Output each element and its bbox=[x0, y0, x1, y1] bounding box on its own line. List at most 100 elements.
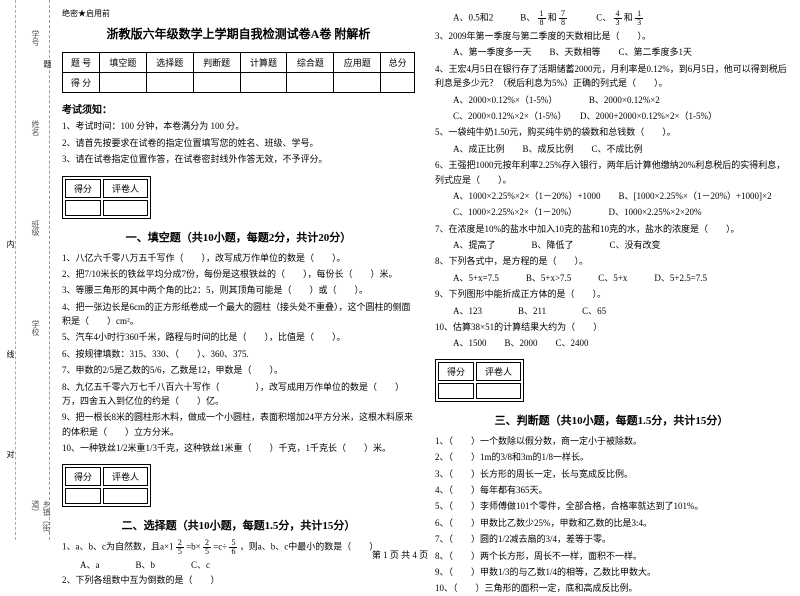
opt: A、0.5和2 B、 bbox=[453, 13, 535, 23]
section-2-title: 二、选择题（共10小题，每题1.5分，共计15分） bbox=[62, 517, 415, 533]
options: A、123 B、211 C、65 bbox=[435, 304, 788, 318]
options: A、2000×0.12%×（1-5%） B、2000×0.12%×2 bbox=[435, 93, 788, 107]
question: 7、（ ）圆的1/2减去扇的3/4，差等于零。 bbox=[435, 532, 788, 546]
question: 5、一袋纯牛奶1.50元，购买纯牛奶的袋数和总钱数（ ）。 bbox=[435, 125, 788, 139]
td bbox=[146, 73, 193, 93]
td: 评卷人 bbox=[103, 467, 148, 486]
question: 2、下列各组数中互为倒数的是（ ） bbox=[62, 573, 415, 587]
question: 2、（ ）1m的3/8和3m的1/8一样长。 bbox=[435, 450, 788, 464]
th: 应用题 bbox=[334, 53, 381, 73]
question: 7、甲数的2/5是乙数的5/6，乙数是12，甲数是（ ）。 bbox=[62, 363, 415, 377]
page-footer: 第 1 页 共 4 页 bbox=[0, 548, 800, 561]
side-label: 乡镇（街道） bbox=[30, 500, 52, 540]
question: 6、王强把1000元按年利率2.25%存入银行，两年后计算他缴纳20%利息税后的… bbox=[435, 158, 788, 187]
notice-title: 考试须知： bbox=[62, 101, 415, 116]
fraction: 78 bbox=[559, 10, 567, 27]
side-dash-word: 内 bbox=[5, 240, 16, 248]
question: 1、八亿六千零八万五千写作（ ），改写成万作单位的数是（ ）。 bbox=[62, 251, 415, 265]
question: 4、王宏4月5日在银行存了活期储蓄2000元，月利率是0.12%，到6月5日，他… bbox=[435, 62, 788, 91]
exam-title: 浙教版六年级数学上学期自我检测试卷A卷 附解析 bbox=[62, 25, 415, 42]
question: 9、下列图形中能折成正方体的是（ ）。 bbox=[435, 287, 788, 301]
td bbox=[287, 73, 334, 93]
dash-line bbox=[15, 0, 16, 540]
td bbox=[65, 200, 101, 216]
question: 6、按规律填数：315、330、（ ）、360、375. bbox=[62, 347, 415, 361]
question: 6、（ ）甲数比乙数少25%，甲数和乙数的比是3:4。 bbox=[435, 516, 788, 530]
options: C、2000×0.12%×2×（1-5%） D、2000+2000×0.12%×… bbox=[435, 109, 788, 123]
question: 10、估算38×51的计算结果大约为（ ） bbox=[435, 320, 788, 334]
binding-sidebar: 学号 姓名 班级 学校 乡镇（街道） 内 线 对 题 bbox=[0, 0, 50, 540]
td: 得 分 bbox=[63, 73, 100, 93]
td bbox=[99, 73, 146, 93]
opt: C、 bbox=[569, 13, 611, 23]
th: 题 号 bbox=[63, 53, 100, 73]
options: C、1000×2.25%×2×（1－20%） D、1000×2.25%×2×20… bbox=[435, 205, 788, 219]
options: A、0.5和2 B、 18 和 78 C、 43 和 13 bbox=[453, 10, 788, 27]
table-row: 得 分 bbox=[63, 73, 415, 93]
td bbox=[381, 73, 415, 93]
td bbox=[103, 488, 148, 504]
td bbox=[438, 383, 474, 399]
question: 8、九亿五千零六万七千八百六十写作（ ），改写成用万作单位的数是（ ）万，四舍五… bbox=[62, 380, 415, 409]
section-1-title: 一、填空题（共10小题，每题2分，共计20分） bbox=[62, 229, 415, 245]
question: 2、把7/10米长的铁丝平均分成7份，每份是这根铁丝的（ ），每份长（ ）米。 bbox=[62, 267, 415, 281]
td: 评卷人 bbox=[103, 179, 148, 198]
options: A、1500 B、2000 C、2400 bbox=[435, 336, 788, 350]
right-column: A、0.5和2 B、 18 和 78 C、 43 和 13 3、2009年第一季… bbox=[435, 8, 788, 540]
section-3-title: 三、判断题（共10小题，每题1.5分，共计15分） bbox=[435, 412, 788, 428]
options: A、5+x=7.5 B、5+x>7.5 C、5+x D、5+2.5=7.5 bbox=[435, 271, 788, 285]
fraction: 18 bbox=[538, 10, 546, 27]
td: 得分 bbox=[65, 179, 101, 198]
td bbox=[65, 488, 101, 504]
opt: 和 bbox=[624, 13, 635, 23]
question: 8、下列各式中，是方程的是（ ）。 bbox=[435, 254, 788, 268]
question: 3、（ ）长方形的周长一定，长与宽成反比例。 bbox=[435, 467, 788, 481]
th: 选择题 bbox=[146, 53, 193, 73]
question: 3、2009年第一季度与第二季度的天数相比是（ ）。 bbox=[435, 29, 788, 43]
td bbox=[193, 73, 240, 93]
question: 5、（ ）李师傅做101个零件，全部合格，合格率就达到了101%。 bbox=[435, 499, 788, 513]
notice-item: 2、请首先按要求在试卷的指定位置填写您的姓名、班级、学号。 bbox=[62, 137, 415, 151]
side-dash-word: 线 bbox=[5, 350, 16, 358]
left-column: 绝密★启用前 浙教版六年级数学上学期自我检测试卷A卷 附解析 题 号 填空题 选… bbox=[62, 8, 415, 540]
question: 9、（ ）甲数1/3的与乙数1/4的相等，乙数比甲数大。 bbox=[435, 565, 788, 579]
question: 4、（ ）每年都有365天。 bbox=[435, 483, 788, 497]
question: 4、把一张边长是6cm的正方形纸卷成一个最大的圆柱（接头处不重叠），这个圆柱的侧… bbox=[62, 300, 415, 329]
notice-item: 3、请在试卷指定位置作答，在试卷密封线外作答无效，不予评分。 bbox=[62, 153, 415, 167]
question: 3、等腰三角形的其中两个角的比2：5，则其顶角可能是（ ）或（ ）。 bbox=[62, 283, 415, 297]
td: 评卷人 bbox=[476, 362, 521, 381]
content-columns: 绝密★启用前 浙教版六年级数学上学期自我检测试卷A卷 附解析 题 号 填空题 选… bbox=[50, 0, 800, 540]
th: 填空题 bbox=[99, 53, 146, 73]
th: 判断题 bbox=[193, 53, 240, 73]
options: A、1000×2.25%×2×（1－20%）+1000 B、[1000×2.25… bbox=[435, 189, 788, 203]
score-entry-box: 得分 评卷人 bbox=[62, 176, 151, 219]
options: A、第一季度多一天 B、天数相等 C、第二季度多1天 bbox=[435, 45, 788, 59]
side-label: 姓名 bbox=[30, 120, 41, 136]
question: 1、（ ）一个数除以假分数，商一定小于被除数。 bbox=[435, 434, 788, 448]
side-label: 班级 bbox=[30, 220, 41, 236]
table-row: 题 号 填空题 选择题 判断题 计算题 综合题 应用题 总分 bbox=[63, 53, 415, 73]
td bbox=[476, 383, 521, 399]
td: 得分 bbox=[438, 362, 474, 381]
th: 综合题 bbox=[287, 53, 334, 73]
side-dash-word: 题 bbox=[42, 60, 53, 68]
score-table: 题 号 填空题 选择题 判断题 计算题 综合题 应用题 总分 得 分 bbox=[62, 52, 415, 93]
td bbox=[334, 73, 381, 93]
td bbox=[240, 73, 287, 93]
th: 计算题 bbox=[240, 53, 287, 73]
secrecy-mark: 绝密★启用前 bbox=[62, 8, 415, 19]
options: A、成正比例 B、成反比例 C、不成比例 bbox=[435, 142, 788, 156]
td bbox=[103, 200, 148, 216]
options: A、提高了 B、降低了 C、没有改变 bbox=[435, 238, 788, 252]
question: 7、在浓度是10%的盐水中加入10克的盐和10克的水，盐水的浓度是（ ）。 bbox=[435, 222, 788, 236]
th: 总分 bbox=[381, 53, 415, 73]
fraction: 13 bbox=[635, 10, 643, 27]
td: 得分 bbox=[65, 467, 101, 486]
question: 10、（ ）三角形的面积一定，底和高成反比例。 bbox=[435, 581, 788, 595]
page: 学号 姓名 班级 学校 乡镇（街道） 内 线 对 题 绝密★启用前 浙教版六年级… bbox=[0, 0, 800, 540]
fraction: 43 bbox=[614, 10, 622, 27]
score-entry-box: 得分 评卷人 bbox=[62, 464, 151, 507]
notice-item: 1、考试时间：100 分钟，本卷满分为 100 分。 bbox=[62, 120, 415, 134]
score-entry-box: 得分 评卷人 bbox=[435, 359, 524, 402]
side-dash-word: 对 bbox=[5, 450, 16, 458]
